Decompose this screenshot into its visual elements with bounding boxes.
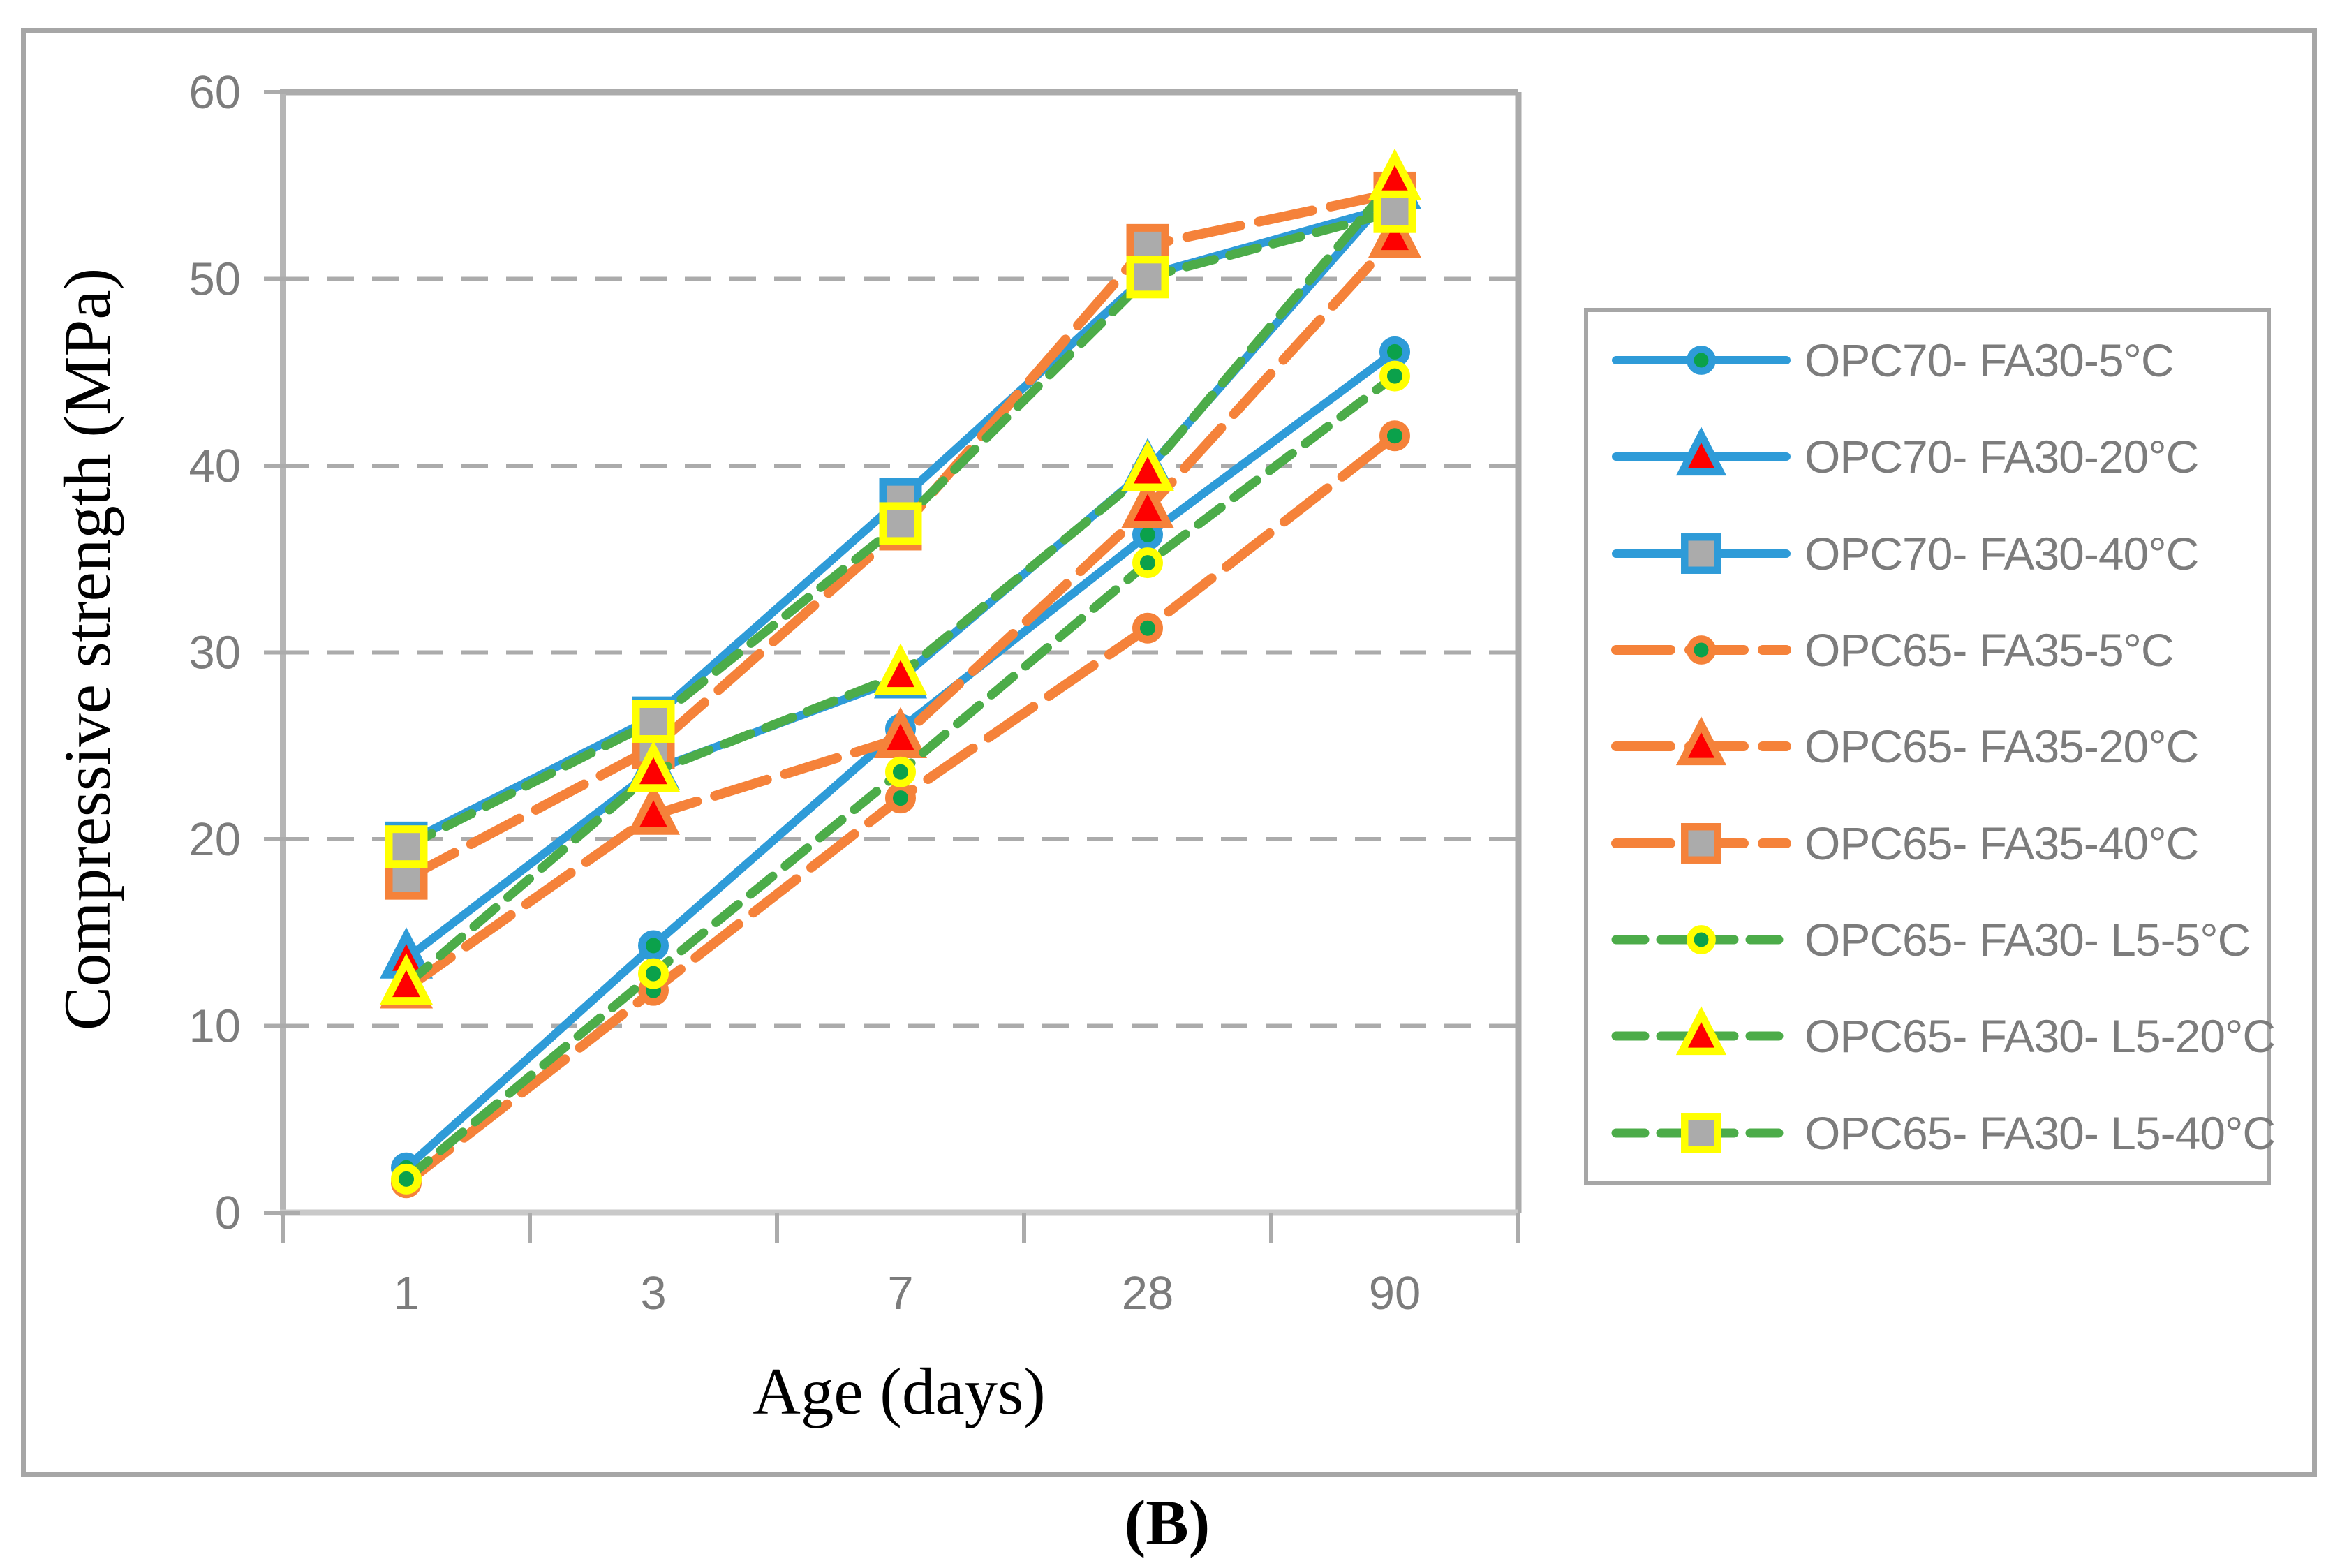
circle-marker [1379, 420, 1410, 452]
legend-item-1: OPC70- FA30-20°C [1610, 408, 2267, 505]
chart-legend: OPC70- FA30-5°C OPC70- FA30-20°C OPC70- FA… [1584, 308, 2276, 1185]
legend-label: OPC65- FA35-20°C [1805, 720, 2199, 773]
y-tick-label: 50 [188, 253, 241, 306]
y-tick-label: 20 [188, 813, 241, 866]
y-tick-label: 30 [188, 627, 241, 679]
circle-marker [638, 958, 669, 989]
legend-sample-line [1612, 427, 1791, 476]
circle-marker [1132, 547, 1163, 579]
triangle-marker [1675, 716, 1727, 766]
triangle-marker [1675, 427, 1727, 476]
legend-sample-line [1612, 346, 1791, 376]
legend-label: OPC65- FA35-5°C [1805, 624, 2175, 676]
triangle-marker [1120, 440, 1175, 491]
triangle-marker [1675, 1006, 1727, 1056]
circle-marker [1687, 925, 1716, 955]
series-line [402, 185, 1399, 963]
legend-label: OPC65- FA30- L5-20°C [1805, 1010, 2276, 1063]
series-7 [379, 148, 1422, 1005]
triangle-marker [873, 707, 928, 759]
legend-sample-line [1611, 635, 1791, 665]
x-tick-label: 3 [640, 1267, 666, 1319]
triangle-marker [379, 953, 434, 1005]
x-tick-label: 90 [1369, 1267, 1421, 1319]
legend-sample-line [1611, 1006, 1791, 1056]
square-marker [632, 700, 675, 743]
circle-marker [1687, 635, 1716, 665]
legend-item-5: OPC65- FA35-40°C [1610, 795, 2267, 892]
square-marker [1681, 1112, 1721, 1153]
circle-marker [1132, 612, 1163, 644]
legend-sample-line [1611, 822, 1791, 864]
series-6 [391, 360, 1410, 1195]
legend-item-7: OPC65- FA30- L5-20°C [1610, 988, 2276, 1084]
circle-marker [391, 1163, 422, 1195]
circle-marker [1379, 360, 1410, 392]
x-tick-label: 1 [393, 1267, 419, 1319]
circle-marker [1687, 346, 1716, 376]
circle-marker [885, 783, 916, 814]
x-tick-label: 7 [887, 1267, 913, 1319]
series-8 [385, 190, 1416, 868]
triangle-marker [1120, 477, 1175, 529]
circle-marker [638, 930, 669, 961]
triangle-marker [626, 783, 681, 835]
x-axis-title: Age (days) [753, 1354, 1046, 1428]
legend-item-3: OPC65- FA35-5°C [1610, 602, 2267, 698]
figure-caption: (B) [1124, 1487, 1210, 1558]
square-marker [1126, 256, 1169, 299]
triangle-marker [1368, 206, 1422, 258]
y-axis-title: Compressive strength (MPa) [50, 267, 124, 1031]
legend-sample-line [1611, 1112, 1791, 1153]
square-marker [1373, 190, 1416, 233]
y-tick-label: 40 [188, 440, 241, 492]
series-line [401, 175, 1400, 990]
legend-item-8: OPC65- FA30- L5-40°C [1610, 1085, 2276, 1181]
x-tick-label: 28 [1122, 1267, 1174, 1319]
y-tick-label: 60 [188, 66, 241, 119]
circle-marker [885, 756, 916, 787]
series-line [401, 232, 1400, 993]
square-marker [385, 825, 428, 868]
y-tick-label: 10 [188, 1000, 241, 1053]
legend-item-2: OPC70- FA30-40°C [1610, 505, 2267, 602]
triangle-marker [873, 643, 928, 695]
legend-label: OPC70- FA30-5°C [1805, 334, 2175, 387]
legend-sample-line [1611, 716, 1791, 766]
legend-label: OPC65- FA30- L5-40°C [1805, 1107, 2276, 1159]
series-1 [379, 158, 1422, 979]
legend-item-4: OPC65- FA35-20°C [1610, 698, 2267, 794]
square-marker [1681, 533, 1721, 574]
y-tick-label: 0 [215, 1187, 241, 1239]
legend-sample-line [1611, 925, 1791, 955]
triangle-marker [1368, 148, 1422, 200]
legend-item-6: OPC65- FA30- L5-5°C [1610, 892, 2267, 988]
square-marker [879, 502, 922, 545]
square-marker [1681, 822, 1721, 864]
legend-label: OPC65- FA30- L5-5°C [1805, 914, 2251, 966]
legend-label: OPC65- FA35-40°C [1805, 817, 2199, 869]
circle-marker [1379, 336, 1410, 367]
legend-sample-line [1612, 533, 1791, 574]
triangle-marker [626, 740, 681, 792]
legend-item-0: OPC70- FA30-5°C [1610, 312, 2267, 408]
legend-label: OPC70- FA30-20°C [1805, 431, 2199, 483]
legend-label: OPC70- FA30-40°C [1805, 527, 2199, 579]
